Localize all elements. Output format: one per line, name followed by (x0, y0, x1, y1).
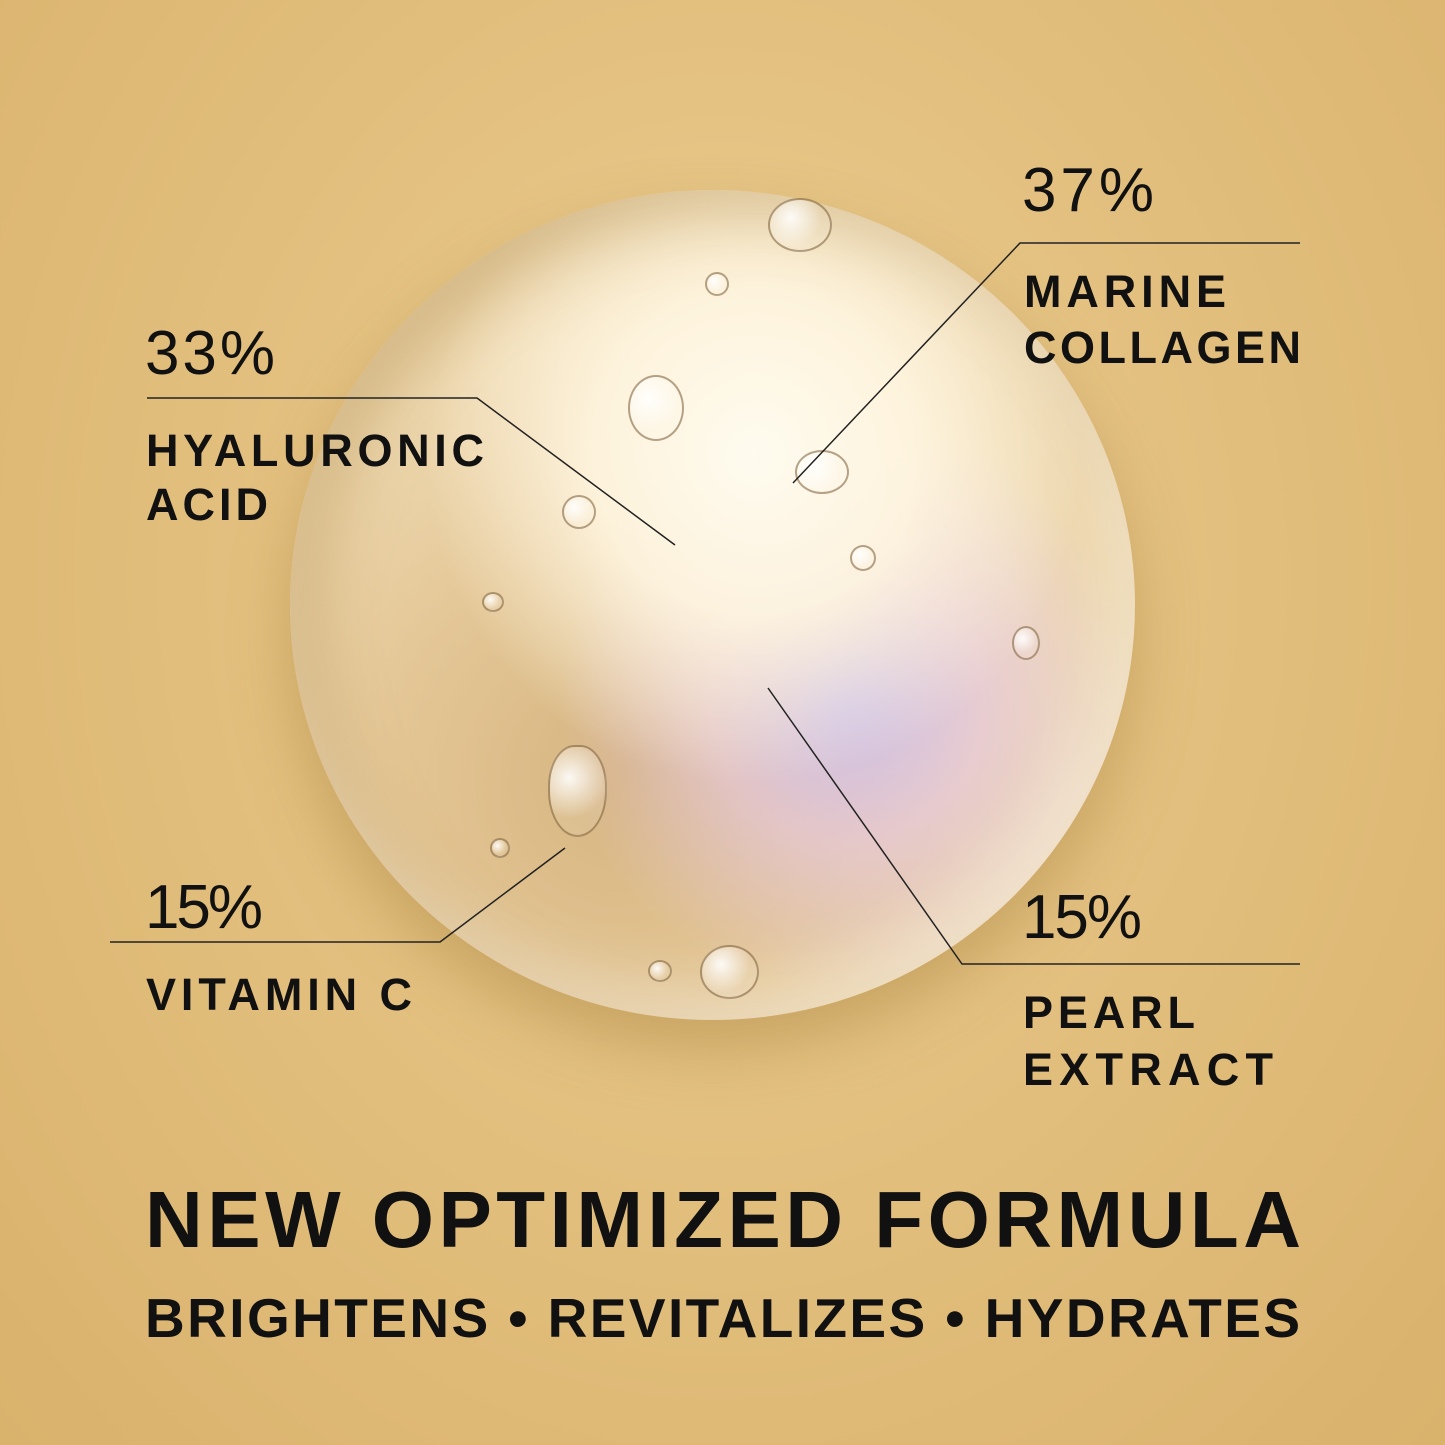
callout-line-hyaluronic-acid (147, 397, 676, 546)
headline: NEW OPTIMIZED FORMULA (145, 1175, 1301, 1264)
callout-line-pearl-extract (767, 687, 1300, 965)
hyaluronic-acid-percent: 33% (145, 319, 275, 388)
marine-collagen-label: COLLAGEN (1024, 322, 1301, 373)
bubble (648, 960, 672, 982)
hyaluronic-acid-label: ACID (146, 479, 268, 530)
pearl-extract-percent: 15% (1022, 883, 1142, 952)
pearl-extract-label: EXTRACT (1023, 1044, 1273, 1095)
callout-line-vitamin-c (110, 847, 566, 943)
bubble (1012, 626, 1040, 660)
vitamin-c-label: VITAMIN C (146, 969, 412, 1020)
bubble (850, 545, 876, 571)
bubble (768, 198, 832, 252)
benefits-tagline: BRIGHTENS • REVITALIZES • HYDRATES (145, 1287, 1300, 1349)
serum-drop-image (290, 190, 1135, 1020)
pearl-extract-label: PEARL (1023, 987, 1195, 1038)
bubble (705, 272, 729, 296)
bubble (700, 945, 759, 999)
vitamin-c-percent: 15% (145, 873, 263, 942)
bubble (490, 838, 510, 858)
bubble (548, 745, 607, 837)
hyaluronic-acid-label: HYALURONIC (146, 425, 484, 476)
marine-collagen-percent: 37% (1022, 156, 1154, 225)
marine-collagen-label: MARINE (1024, 266, 1226, 317)
bubble (482, 592, 504, 612)
bubble (562, 495, 596, 529)
callout-line-marine-collagen (792, 242, 1300, 484)
bubble (628, 375, 684, 441)
